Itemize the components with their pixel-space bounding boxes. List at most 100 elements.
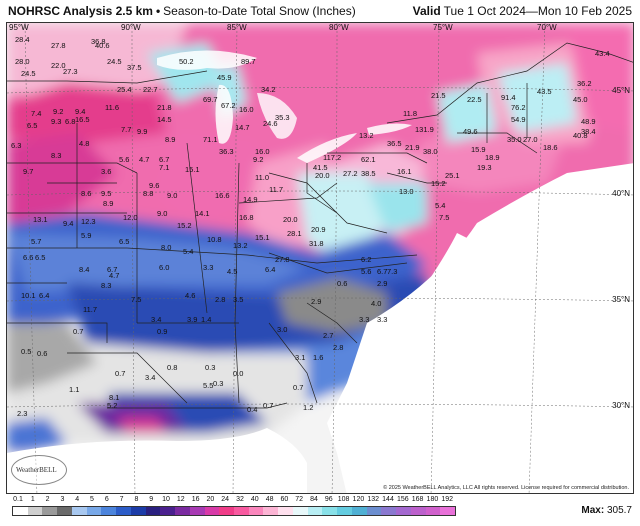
- snow-total-label: 1.4: [201, 315, 212, 324]
- valid-label: Valid: [412, 4, 441, 18]
- snow-total-label: 36.2: [577, 79, 592, 88]
- snow-total-label: 5.9: [81, 231, 92, 240]
- snow-total-label: 11.7: [83, 305, 98, 314]
- snow-total-label: 69.7: [203, 95, 218, 104]
- snow-total-label: 37.5: [127, 63, 142, 72]
- snow-total-label: 27.8: [51, 41, 66, 50]
- snow-total-label: 2.9: [311, 297, 322, 306]
- snow-total-label: 5.5: [203, 381, 214, 390]
- snow-total-label: 14.7: [235, 123, 250, 132]
- legend-tick: 9: [149, 496, 154, 503]
- snow-total-label: 62.1: [361, 155, 376, 164]
- max-label: Max:: [581, 505, 605, 516]
- snow-total-label: 9.9: [137, 127, 148, 136]
- snow-total-label: 0.7: [115, 369, 126, 378]
- legend-tick: 132: [367, 496, 380, 503]
- snow-total-label: 21.5: [431, 91, 446, 100]
- snow-total-label: 45.9: [217, 73, 232, 82]
- legend-tick: 32: [236, 496, 244, 503]
- map-canvas: [7, 23, 633, 493]
- snow-total-label: 8.8: [143, 189, 154, 198]
- snow-total-label: 48.9: [581, 117, 596, 126]
- snow-total-label: 13.2: [359, 131, 374, 140]
- snow-total-label: 3.6: [101, 167, 112, 176]
- legend-swatch: [292, 507, 308, 515]
- snow-total-label: 16.8: [239, 213, 254, 222]
- copyright-text: © 2025 WeatherBELL Analytics, LLC All ri…: [383, 485, 629, 491]
- max-number: 305.7: [606, 505, 632, 516]
- snow-total-label: 11.0: [255, 173, 270, 182]
- snow-total-label: 15.1: [185, 165, 200, 174]
- legend-swatch: [57, 507, 72, 515]
- snow-total-label: 36.5: [387, 139, 402, 148]
- longitude-label: 70°W: [537, 23, 557, 32]
- snow-total-label: 0.7: [73, 327, 84, 336]
- longitude-label: 75°W: [433, 23, 453, 32]
- snow-total-label: 22.7: [143, 85, 158, 94]
- snow-total-label: 2.8: [215, 295, 226, 304]
- snow-total-label: 6.0: [159, 263, 170, 272]
- snow-total-label: 4.6: [185, 291, 196, 300]
- snow-total-label: 28.4: [15, 35, 30, 44]
- snow-total-label: 54.9: [511, 115, 526, 124]
- snow-total-label: 12.0: [123, 213, 138, 222]
- snow-total-label: 8.6: [81, 189, 92, 198]
- snow-total-label: 67.2: [221, 101, 236, 110]
- legend-tick: 10: [162, 496, 170, 503]
- snow-total-label: 9.5: [101, 189, 112, 198]
- snow-total-label: 0.8: [167, 363, 178, 372]
- valid-range: Tue 1 Oct 2024—Mon 10 Feb 2025: [443, 4, 632, 18]
- snow-total-label: 6.7: [107, 265, 118, 274]
- snow-total-label: 4.8: [79, 139, 90, 148]
- legend-tick: 120: [352, 496, 365, 503]
- legend-swatch: [175, 507, 190, 515]
- legend-swatch: [130, 507, 146, 515]
- snow-total-label: 34.2: [261, 85, 276, 94]
- snow-total-label: 16.0: [239, 105, 254, 114]
- valid-period: Valid Tue 1 Oct 2024—Mon 10 Feb 2025: [413, 4, 632, 18]
- snow-total-label: 40.6: [95, 41, 110, 50]
- snow-total-label: 21.8: [157, 103, 172, 112]
- snow-total-label: 20.0: [315, 171, 330, 180]
- legend-swatch: [189, 507, 205, 515]
- snow-map: 95°W 90°W 85°W 80°W 75°W 70°W 45°N 40°N …: [6, 22, 634, 494]
- snow-total-label: 5.4: [183, 247, 194, 256]
- legend-tick: 8: [134, 496, 139, 503]
- legend-swatch: [13, 507, 28, 515]
- map-title: NOHRSC Analysis 2.5 km • Season-to-Date To…: [8, 4, 356, 18]
- snow-total-label: 0.4: [247, 405, 258, 414]
- snow-total-label: 91.4: [501, 93, 516, 102]
- logo-text: WeatherBELL: [16, 466, 57, 474]
- snow-total-label: 28.0: [15, 57, 30, 66]
- snow-total-label: 9.2: [53, 107, 64, 116]
- snow-total-label: 49.6: [463, 127, 478, 136]
- legend-tick: 192: [441, 496, 454, 503]
- snow-total-label: 9.4: [75, 107, 86, 116]
- snow-total-label: 6.5: [119, 237, 130, 246]
- snow-total-label: 21.9: [405, 143, 420, 152]
- snow-total-label: 3.1: [295, 353, 306, 362]
- snow-total-label: 38.0: [423, 147, 438, 156]
- legend-tick: 0.1: [13, 496, 23, 503]
- snow-total-label: 6.5: [35, 253, 46, 262]
- snow-total-label: 6.7: [377, 267, 388, 276]
- snow-total-label: 25.1: [445, 171, 460, 180]
- legend-swatch: [71, 507, 87, 515]
- snow-total-label: 7.4: [31, 109, 42, 118]
- snow-total-label: 14.1: [195, 209, 210, 218]
- title-separator: •: [155, 4, 161, 18]
- snow-total-label: 18.6: [543, 143, 558, 152]
- legend-tick: 60: [280, 496, 289, 503]
- snow-total-label: 4.5: [227, 267, 238, 276]
- legend-swatch: [425, 507, 441, 515]
- snow-total-label: 7.5: [131, 295, 142, 304]
- snow-total-label: 9.2: [253, 155, 264, 164]
- snow-total-label: 8.3: [51, 151, 62, 160]
- snow-total-label: 5.4: [435, 201, 446, 210]
- legend-swatch: [410, 507, 426, 515]
- legend-tick: 96: [324, 496, 333, 503]
- legend-tick: 108: [337, 496, 350, 503]
- snow-total-label: 0.0: [233, 369, 244, 378]
- legend-swatch: [204, 507, 220, 515]
- snow-total-label: 2.9: [377, 279, 388, 288]
